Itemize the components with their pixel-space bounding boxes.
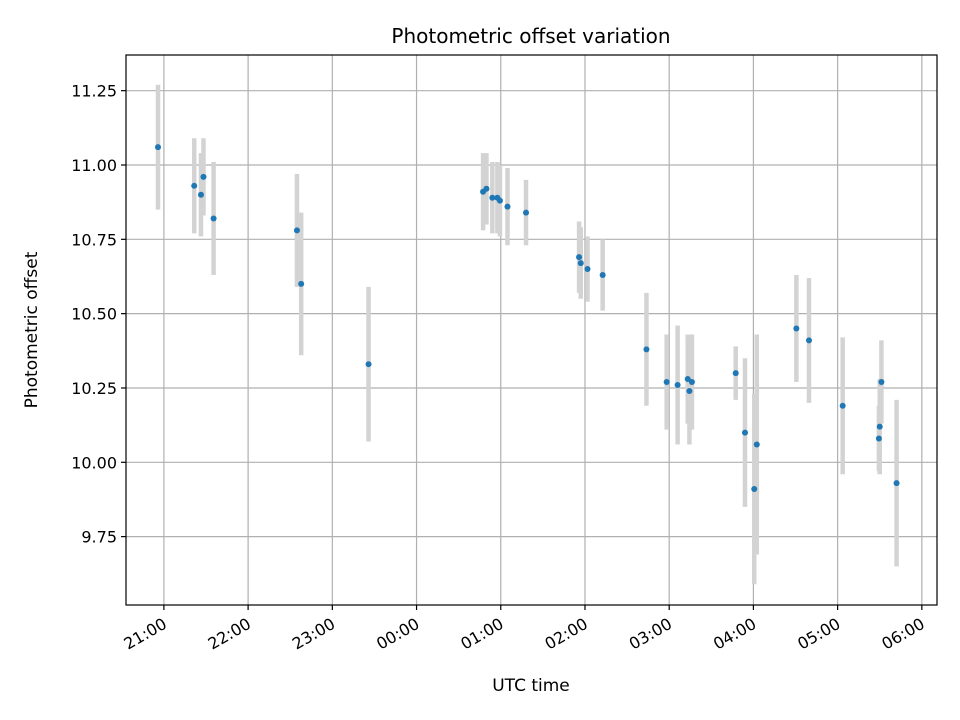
y-tick-label: 11.00 xyxy=(71,156,117,175)
y-tick-label: 10.00 xyxy=(71,453,117,472)
y-tick-label: 10.75 xyxy=(71,230,117,249)
data-point xyxy=(504,203,511,210)
data-points xyxy=(155,144,900,493)
data-point xyxy=(839,402,846,409)
chart-title: Photometric offset variation xyxy=(391,24,670,48)
data-point xyxy=(293,227,300,234)
error-bars xyxy=(155,84,899,585)
x-tick-label: 01:00 xyxy=(457,614,506,654)
x-tick-label: 00:00 xyxy=(373,614,422,654)
y-axis-label: Photometric offset xyxy=(22,251,42,408)
data-point xyxy=(876,423,883,430)
data-point xyxy=(753,441,760,448)
data-point xyxy=(210,215,217,222)
data-point xyxy=(751,486,758,493)
data-point xyxy=(576,254,583,261)
y-tick-label: 10.50 xyxy=(71,305,117,324)
y-tick-label: 10.25 xyxy=(71,379,117,398)
data-point xyxy=(688,379,695,386)
y-tick-label: 11.25 xyxy=(71,82,117,101)
data-point xyxy=(155,144,162,151)
data-point xyxy=(663,379,670,386)
data-point xyxy=(643,346,650,353)
data-point xyxy=(496,197,503,204)
data-point xyxy=(893,480,900,487)
data-point xyxy=(365,361,372,368)
plot-area xyxy=(125,54,938,606)
data-point xyxy=(191,182,198,189)
data-point xyxy=(483,185,490,192)
x-tick-label: 02:00 xyxy=(542,614,591,654)
data-point xyxy=(577,260,584,267)
data-point xyxy=(684,376,691,383)
data-point xyxy=(584,266,591,273)
x-tick-label: 06:00 xyxy=(878,614,927,654)
y-tick-label: 9.75 xyxy=(81,528,117,547)
x-tick-label: 03:00 xyxy=(626,614,675,654)
data-point xyxy=(732,370,739,377)
data-point xyxy=(878,379,885,386)
data-point xyxy=(741,429,748,436)
x-axis-label: UTC time xyxy=(492,676,570,696)
x-tick-label: 04:00 xyxy=(710,614,759,654)
data-point xyxy=(599,272,606,278)
data-point xyxy=(805,337,812,344)
data-point xyxy=(197,191,204,198)
x-tick-label: 22:00 xyxy=(205,614,254,654)
data-point xyxy=(674,382,681,388)
y-axis: 9.75 10.00 10.25 10.50 10.75 11.00 11.25 xyxy=(71,82,126,547)
data-point xyxy=(523,209,530,216)
data-point xyxy=(489,194,496,201)
data-point xyxy=(686,387,693,394)
x-tick-label: 21:00 xyxy=(120,614,169,654)
data-point xyxy=(298,280,305,287)
x-tick-label: 23:00 xyxy=(289,614,338,654)
data-point xyxy=(875,435,882,442)
data-point xyxy=(793,325,800,332)
data-point xyxy=(200,173,207,180)
grid-lines xyxy=(126,55,937,605)
x-tick-label: 05:00 xyxy=(794,614,843,654)
x-axis: 21:00 22:00 23:00 00:00 01:00 02:00 03:00 04:00… xyxy=(120,605,928,654)
